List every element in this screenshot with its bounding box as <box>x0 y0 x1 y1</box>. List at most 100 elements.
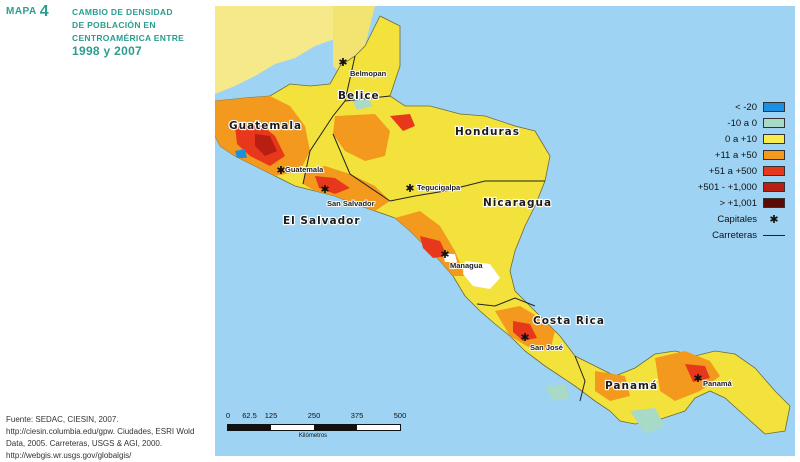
border-belize <box>344 95 391 102</box>
scale-tick-label: 250 <box>307 411 321 420</box>
capital-label: Guatemala <box>285 165 324 174</box>
legend-item: +501 - +1,000 <box>655 179 785 195</box>
title-line-3: CENTROAMÉRICA ENTRE <box>72 33 185 43</box>
map-title: CAMBIO DE DENSIDAD DE POBLACIÓN EN CENTR… <box>72 6 217 58</box>
legend-roads-label: Carreteras <box>712 229 757 241</box>
capital-tegucigalpa: ✱ Tegucigalpa <box>405 182 462 195</box>
capital-label: San José <box>530 343 563 352</box>
mexico-yucatan <box>333 6 375 76</box>
label-nicaragua: Nicaragua <box>483 197 552 209</box>
legend-item: +51 a +500 <box>655 163 785 179</box>
legend-item-swatch <box>763 150 785 160</box>
legend-item: -10 a 0 <box>655 115 785 131</box>
capital-san-jose: ✱ San José <box>520 332 563 353</box>
capital-belmopan: ✱ Belmopan <box>338 57 387 79</box>
panama-orange <box>655 351 720 401</box>
legend-capital-symbol: ✱ <box>769 213 779 226</box>
capital-label: Managua <box>450 261 483 270</box>
legend-item-swatch <box>763 102 785 112</box>
border-guatemala <box>302 55 356 185</box>
title-years: 1998 y 2007 <box>72 44 143 58</box>
legend-item: > +1,001 <box>655 195 785 211</box>
border-costarica-panama <box>574 355 586 402</box>
map-svg: Belice Guatemala Honduras El Salvador Ni… <box>215 6 795 456</box>
strong-decline-patch <box>235 149 247 158</box>
capital-label: Tegucigalpa <box>417 183 461 192</box>
decline-patch-1 <box>350 94 373 110</box>
legend-item: 0 a +10 <box>655 131 785 147</box>
legend-item-label: +501 - +1,000 <box>697 181 757 193</box>
honduras-orange <box>333 114 390 161</box>
label-belice: Belice <box>338 90 380 102</box>
lake-managua <box>443 254 457 262</box>
source-note: Fuente: SEDAC, CIESIN, 2007. http://cies… <box>6 415 195 460</box>
capital-managua: ✱ Managua <box>440 249 484 271</box>
capital-panama: ✱ Panamá <box>693 373 733 389</box>
el-salvador-red <box>315 176 350 194</box>
capital-guatemala: ✱ Guatemala <box>276 164 325 177</box>
scale-bar: 0 62.5 125 250 375 500 Kilómetros <box>225 411 407 439</box>
title-line-1: CAMBIO DE DENSIDAD <box>72 7 173 17</box>
scale-seg <box>228 425 271 430</box>
label-guatemala: Guatemala <box>229 120 302 132</box>
scale-tick-label: 500 <box>393 411 407 420</box>
scale-bar-graphic <box>227 424 401 431</box>
label-honduras: Honduras <box>455 126 520 138</box>
capital-marker: ✱ <box>440 249 449 261</box>
legend-capitals-label: Capitales <box>717 213 757 225</box>
legend-item-swatch <box>763 134 785 144</box>
capital-label: Belmopan <box>350 69 387 78</box>
lake-nicaragua <box>463 261 500 289</box>
nicaragua-red <box>420 236 447 258</box>
legend-item-swatch <box>763 182 785 192</box>
legend-item: < -20 <box>655 99 785 115</box>
capital-marker: ✱ <box>405 183 414 195</box>
legend-road-line <box>763 234 785 236</box>
map-frame: Belice Guatemala Honduras El Salvador Ni… <box>215 6 795 456</box>
scale-seg <box>357 425 400 430</box>
label-panama: Panamá <box>605 380 658 392</box>
scale-tick-label: 375 <box>350 411 364 420</box>
scale-seg <box>271 425 314 430</box>
legend-item-label: > +1,001 <box>719 197 757 209</box>
mexico-region <box>215 6 355 94</box>
scale-seg <box>314 425 357 430</box>
scale-ticks: 0 62.5 125 250 375 500 <box>225 411 407 423</box>
legend-item-label: -10 a 0 <box>727 117 757 129</box>
capital-marker: ✱ <box>693 373 702 385</box>
legend-capitals: Capitales ✱ <box>655 211 785 227</box>
capital-label: San Salvador <box>327 199 375 208</box>
costa-rica-red <box>513 321 537 341</box>
decline-patch-3 <box>545 384 570 401</box>
map-number: 4 <box>39 3 49 20</box>
border-nicaragua-costarica <box>476 297 536 307</box>
capital-marker: ✱ <box>276 165 285 177</box>
legend-item-swatch <box>763 198 785 208</box>
legend-item: +11 a +50 <box>655 147 785 163</box>
legend-item-swatch <box>763 166 785 176</box>
scale-tick-label: 0 <box>225 411 231 420</box>
panama-west-orange <box>595 371 630 401</box>
scale-tick-label: 62.5 <box>242 411 257 420</box>
capital-label: Panamá <box>703 379 733 388</box>
panama-red <box>685 364 710 382</box>
legend-item-label: +11 a +50 <box>714 149 757 161</box>
label-el-salvador: El Salvador <box>283 215 361 227</box>
honduras-red <box>390 114 415 131</box>
legend-items: < -20 -10 a 0 0 a +10 +11 a +50 +51 a +500 +5… <box>655 99 785 211</box>
legend-item-label: 0 a +10 <box>725 133 757 145</box>
capital-marker: ✱ <box>520 332 529 344</box>
guatemala-darkred <box>255 134 277 156</box>
decline-patch-2 <box>630 408 665 434</box>
map-word: MAPA <box>6 6 37 17</box>
legend-roads: Carreteras <box>655 227 785 243</box>
title-line-2: DE POBLACIÓN EN <box>72 20 156 30</box>
legend: < -20 -10 a 0 0 a +10 +11 a +50 +51 a +500 +5… <box>655 99 785 243</box>
capital-marker: ✱ <box>320 184 329 196</box>
scale-unit: Kilómetros <box>298 433 328 439</box>
map-header: MAPA 4 CAMBIO DE DENSIDAD DE POBLACIÓN EN… <box>6 3 211 58</box>
label-costa-rica: Costa Rica <box>533 315 605 327</box>
capital-san-salvador: ✱ San Salvador <box>320 184 375 209</box>
legend-item-swatch <box>763 118 785 128</box>
border-honduras-salvador <box>332 133 391 202</box>
